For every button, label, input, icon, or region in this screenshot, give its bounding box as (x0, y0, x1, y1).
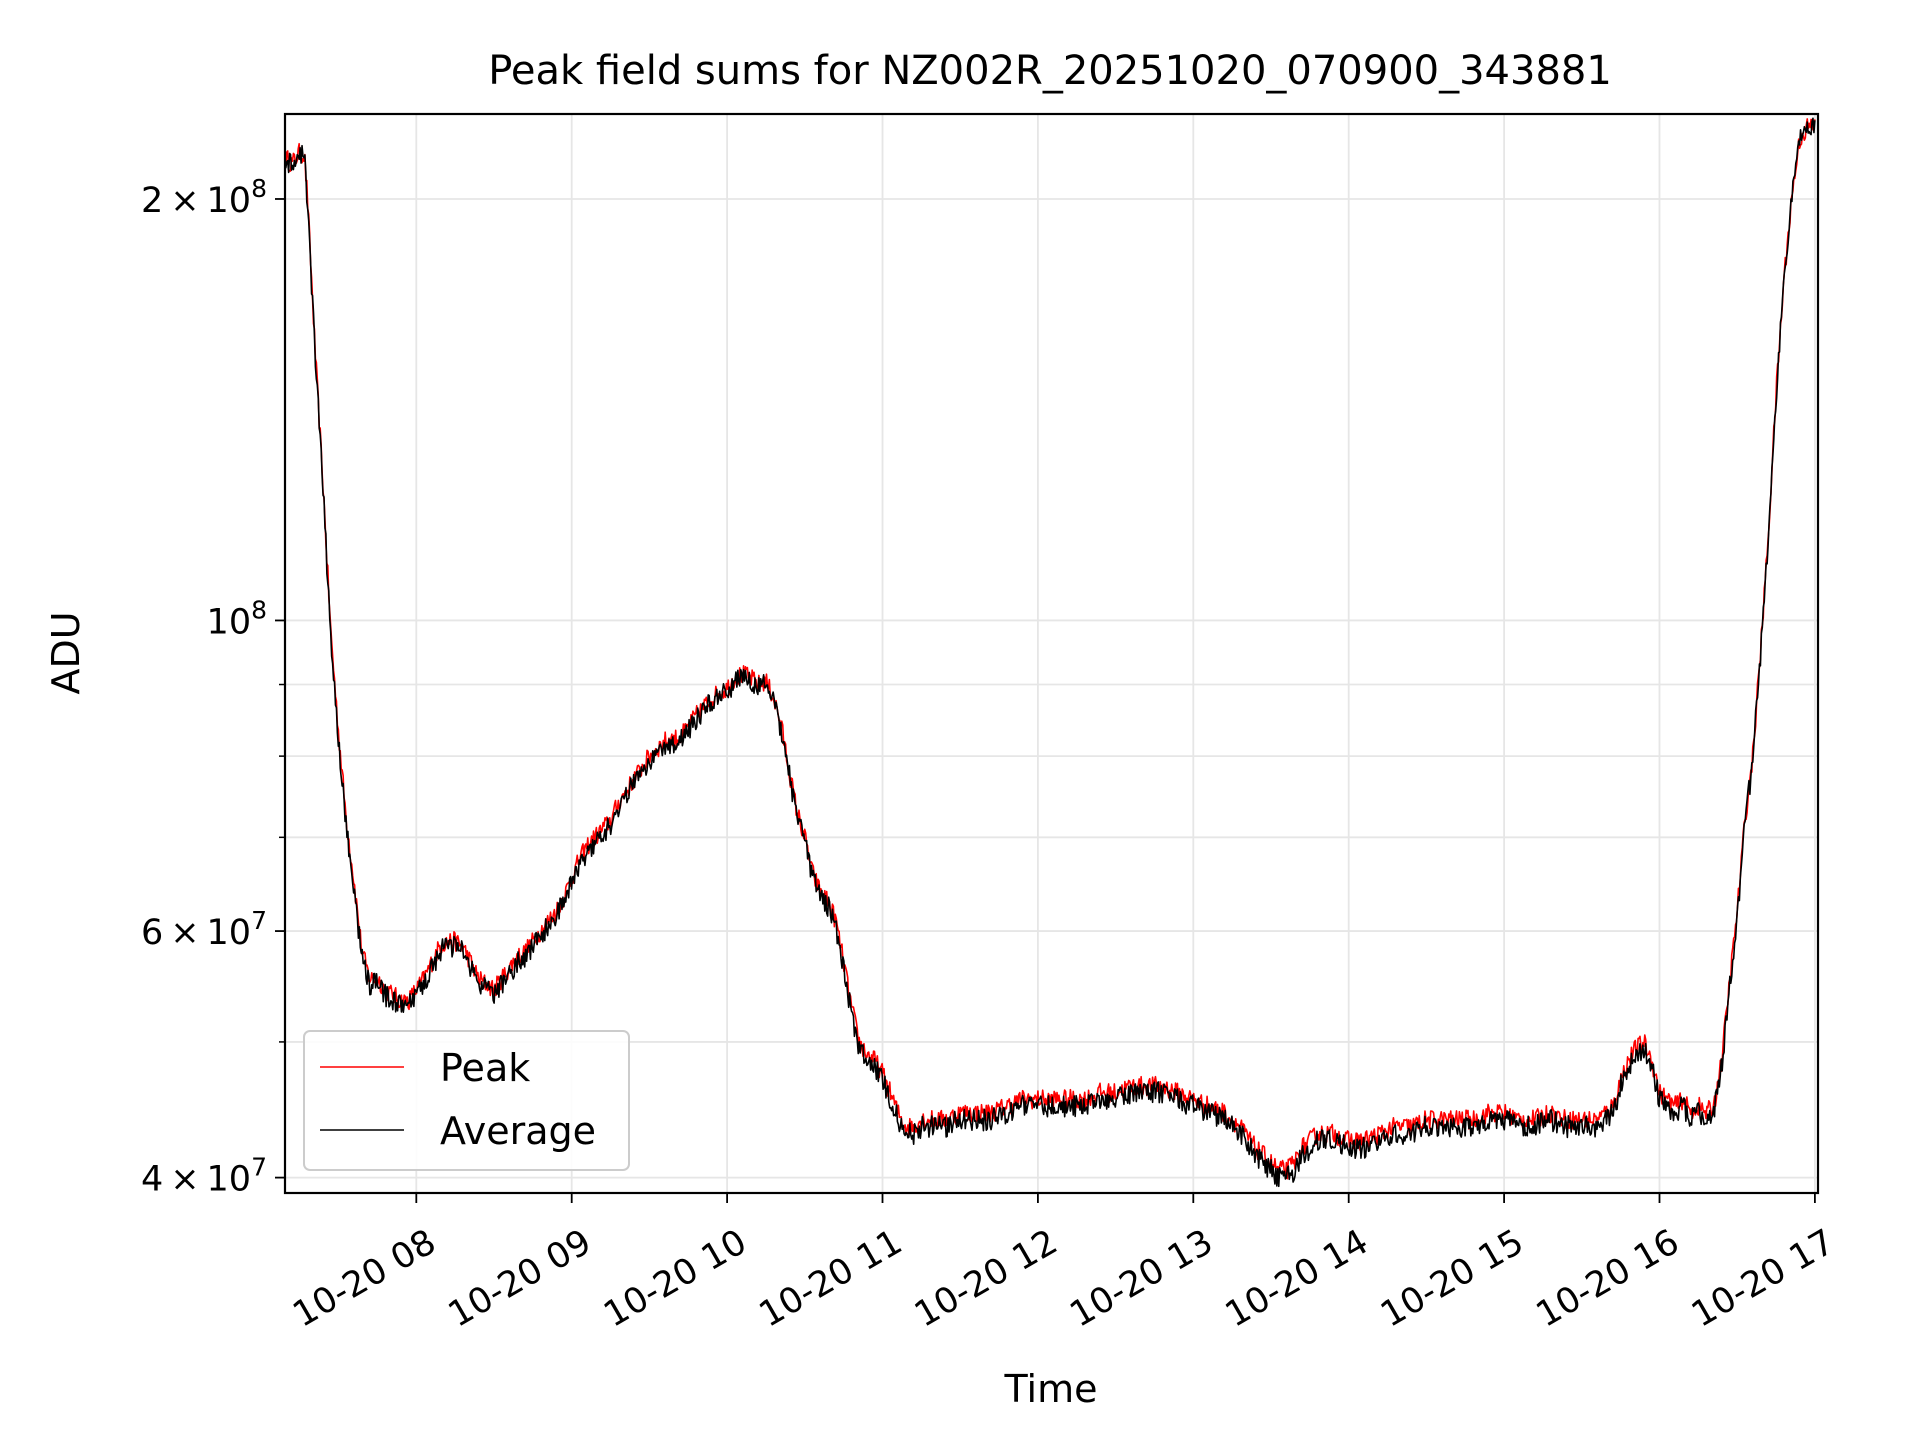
legend-box (303, 1030, 630, 1171)
series-layer (285, 117, 1816, 1188)
y-axis: 4 × 107 6 × 107 108 2 × 108 (141, 174, 285, 1200)
y-tick-label: 4 × 107 (141, 1153, 267, 1200)
y-tick-label: 6 × 107 (141, 906, 267, 953)
y-tick-label: 108 (207, 595, 267, 642)
chart-title: Peak field sums for NZ002R_20251020_0709… (488, 48, 1612, 94)
y-axis-label: ADU (44, 611, 88, 694)
legend-label-average: Average (440, 1109, 596, 1153)
grid (285, 114, 1818, 1193)
legend: Peak Average (303, 1030, 630, 1171)
y-tick-label: 2 × 108 (141, 174, 267, 221)
series-line-average (285, 117, 1816, 1188)
x-axis-label: Time (1004, 1367, 1098, 1411)
plot-frame (283, 112, 1820, 1195)
legend-label-peak: Peak (440, 1046, 530, 1090)
